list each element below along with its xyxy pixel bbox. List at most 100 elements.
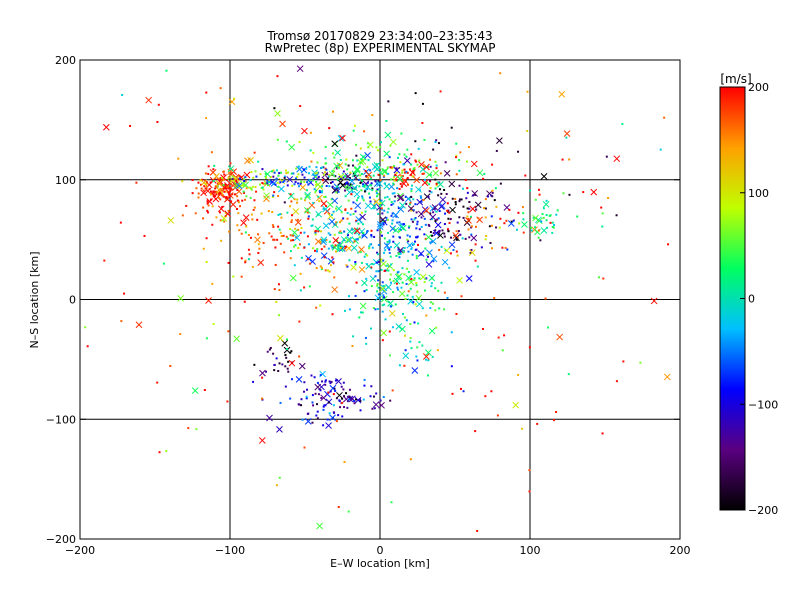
echo-dot xyxy=(277,283,280,286)
echo-dot xyxy=(466,215,469,218)
echo-dot xyxy=(240,257,243,260)
echo-dot xyxy=(290,239,293,242)
echo-dot xyxy=(325,168,328,171)
echo-cross xyxy=(532,214,539,222)
echo-dot xyxy=(195,428,198,431)
echo-cross xyxy=(448,180,456,188)
echo-dot xyxy=(222,219,225,222)
echo-dot xyxy=(312,151,315,154)
echo-dot xyxy=(377,260,380,263)
echo-dot xyxy=(286,184,289,187)
echo-dot xyxy=(342,170,345,173)
echo-cross xyxy=(102,123,110,131)
echo-dot xyxy=(360,180,363,183)
echo-dot xyxy=(370,235,373,238)
echo-dot xyxy=(316,250,319,253)
echo-dot xyxy=(460,295,463,298)
echo-dot xyxy=(279,181,282,184)
echo-dot xyxy=(203,185,206,188)
echo-cross xyxy=(409,169,416,176)
echo-dot xyxy=(346,186,349,189)
echo-dot xyxy=(339,177,342,180)
echo-dot xyxy=(445,193,448,196)
echo-dot xyxy=(361,179,364,182)
echo-dot xyxy=(456,254,459,257)
echo-dot xyxy=(489,241,492,244)
echo-dot xyxy=(310,160,313,163)
echo-dot xyxy=(333,233,336,236)
echo-dot xyxy=(370,266,373,269)
echo-dot xyxy=(553,419,556,422)
echo-dot xyxy=(332,404,335,407)
echo-dot xyxy=(215,185,218,188)
echo-dot xyxy=(264,172,267,175)
echo-dot xyxy=(299,231,302,234)
echo-dot xyxy=(501,246,504,249)
echo-dot xyxy=(484,395,487,398)
echo-dot xyxy=(268,232,271,235)
echo-dot xyxy=(410,247,413,250)
echo-dot xyxy=(388,248,391,251)
echo-dot xyxy=(335,250,338,253)
echo-dot xyxy=(194,212,197,215)
echo-dot xyxy=(365,342,368,345)
echo-dot xyxy=(346,212,349,215)
echo-dot xyxy=(296,201,299,204)
echo-dot xyxy=(374,308,377,311)
echo-dot xyxy=(410,209,413,212)
echo-dot xyxy=(200,183,203,186)
echo-dot xyxy=(297,165,300,168)
echo-dot xyxy=(279,231,282,234)
echo-dot xyxy=(405,202,408,205)
echo-dot xyxy=(394,195,397,198)
echo-dot xyxy=(316,248,319,251)
echo-dot xyxy=(361,195,364,198)
echo-cross xyxy=(521,221,528,228)
echo-dot xyxy=(350,193,353,196)
echo-dot xyxy=(496,414,499,417)
echo-dot xyxy=(490,390,493,393)
echo-dot xyxy=(423,217,426,220)
echo-dot xyxy=(321,179,324,182)
echo-dot xyxy=(278,228,281,231)
echo-cross xyxy=(413,268,420,276)
echo-dot xyxy=(214,187,217,190)
echo-dot xyxy=(443,308,446,311)
echo-cross xyxy=(299,184,307,191)
echo-dot xyxy=(305,397,308,400)
echo-dot xyxy=(410,187,413,190)
echo-dot xyxy=(398,364,401,367)
echo-dot xyxy=(362,223,365,226)
echo-dot xyxy=(280,171,283,174)
echo-cross xyxy=(259,369,266,377)
echo-dot xyxy=(410,196,413,199)
echo-cross xyxy=(415,300,423,308)
echo-dot xyxy=(458,200,461,203)
echo-dot xyxy=(449,218,452,221)
echo-dot xyxy=(365,277,368,280)
echo-dot xyxy=(387,172,390,175)
echo-dot xyxy=(211,282,214,285)
echo-dot xyxy=(308,172,311,175)
echo-dot xyxy=(305,167,308,170)
echo-dot xyxy=(218,211,221,214)
echo-dot xyxy=(459,387,462,390)
echo-dot xyxy=(360,189,363,192)
echo-dot xyxy=(522,212,525,215)
echo-dot xyxy=(326,173,329,176)
echo-dot xyxy=(483,172,486,175)
echo-dot xyxy=(388,156,391,159)
echo-dot xyxy=(331,110,334,113)
echo-dot xyxy=(262,182,265,185)
echo-dot xyxy=(392,291,395,294)
echo-dot xyxy=(338,175,341,178)
echo-dot xyxy=(367,142,370,145)
echo-dot xyxy=(324,380,327,383)
echo-dot xyxy=(336,185,339,188)
echo-dot xyxy=(197,196,200,199)
echo-dot xyxy=(265,176,268,179)
echo-dot xyxy=(273,107,276,110)
echo-dot xyxy=(386,211,389,214)
echo-dot xyxy=(300,197,303,200)
